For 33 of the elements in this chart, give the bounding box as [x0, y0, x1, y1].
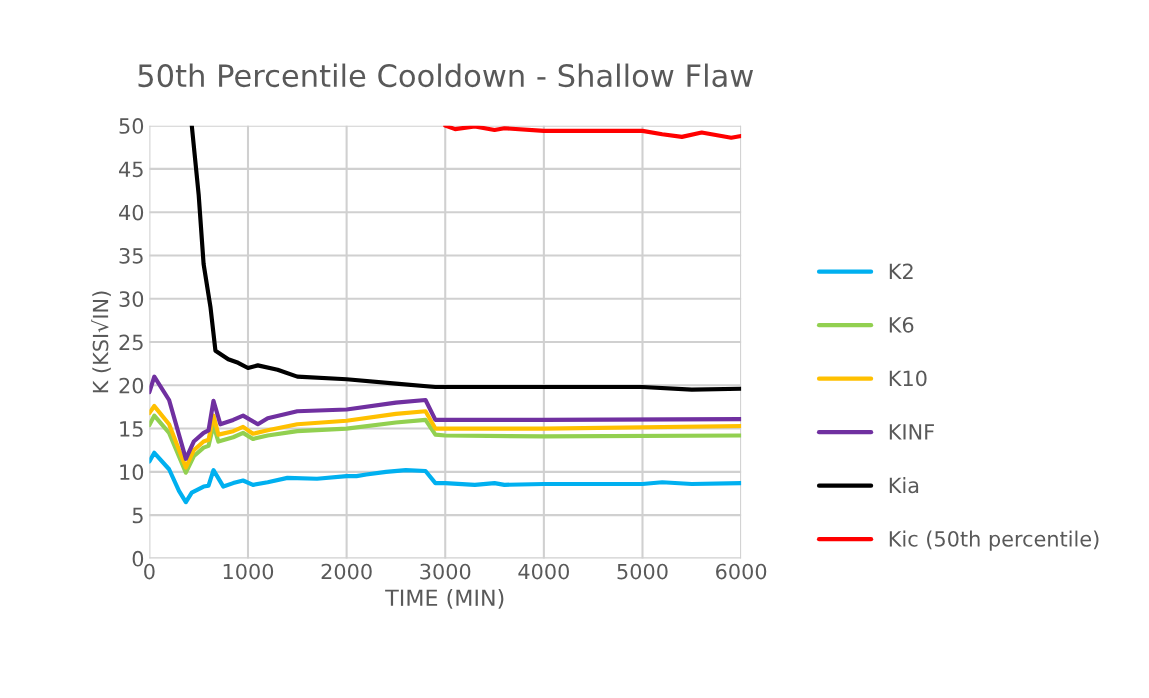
x-tick-label: 3000	[420, 563, 471, 580]
legend-label: Kic (50th percentile)	[889, 530, 1099, 551]
legend-label: KINF	[889, 424, 934, 440]
x-tick-label: 2000	[321, 563, 372, 580]
y-tick-label: 40	[119, 204, 144, 221]
line-series	[149, 413, 742, 475]
y-axis-title: K (KSI√IN)	[91, 291, 111, 393]
y-tick-label: 30	[119, 291, 144, 307]
legend-label: Kia	[889, 477, 919, 494]
line-series	[149, 450, 742, 505]
line-series	[443, 125, 742, 140]
y-tick-label: 15	[120, 421, 143, 437]
line-series	[149, 374, 742, 461]
y-tick-label: 50	[119, 118, 144, 134]
line-series	[149, 403, 742, 470]
y-tick-label: 0	[132, 550, 144, 567]
legend-label: K2	[889, 263, 913, 279]
x-tick-label: 0	[144, 563, 155, 580]
chart-title: 50th Percentile Cooldown - Shallow Flaw	[138, 63, 754, 88]
y-tick-label: 10	[120, 464, 144, 481]
x-axis-title: TIME (MIN)	[385, 589, 504, 609]
y-tick-label: 25	[119, 334, 143, 351]
y-tick-label: 45	[119, 161, 143, 178]
y-tick-label: 35	[119, 247, 143, 264]
x-tick-label: 5000	[617, 563, 668, 580]
y-tick-label: 5	[132, 507, 143, 524]
legend-label: K6	[889, 316, 914, 333]
y-tick-label: 20	[119, 377, 144, 394]
x-tick-label: 4000	[518, 563, 569, 580]
x-tick-label: 1000	[223, 563, 274, 580]
line-series	[189, 125, 742, 392]
x-tick-label: 6000	[716, 563, 767, 580]
legend-label: K10	[889, 370, 927, 387]
